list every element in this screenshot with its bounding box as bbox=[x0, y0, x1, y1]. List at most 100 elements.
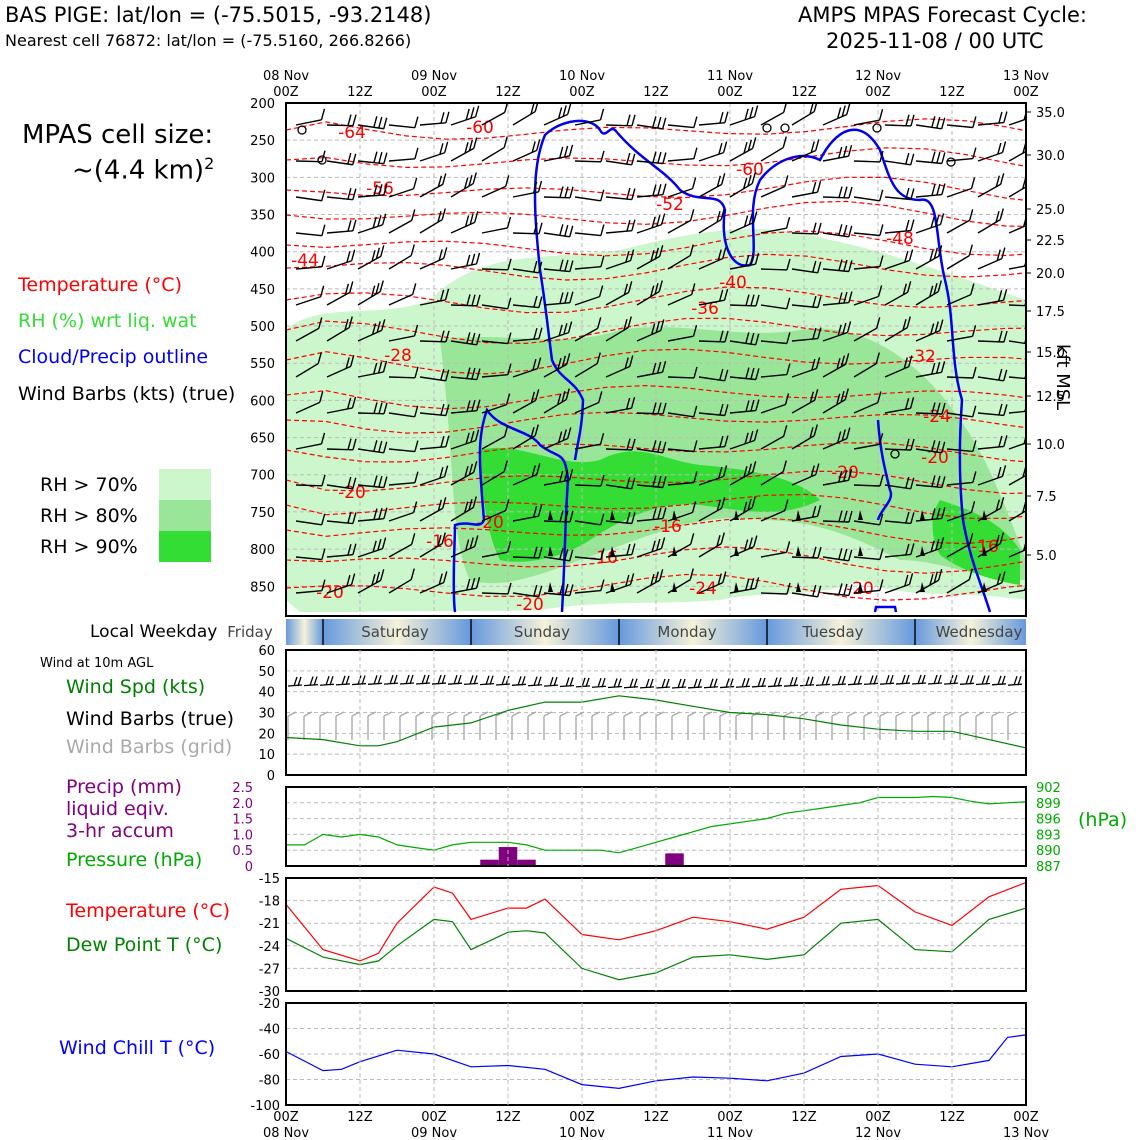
precip-panel-border bbox=[285, 786, 1027, 867]
wind-barb-feather bbox=[939, 537, 945, 549]
wind-barb-feather bbox=[1002, 289, 1008, 301]
wind-barb-feather bbox=[472, 172, 477, 184]
wind-barb-feather bbox=[656, 361, 662, 374]
wind-barb-shaft bbox=[481, 304, 508, 310]
wind-barb-feather bbox=[722, 247, 727, 259]
bottom-hour-label: 00Z bbox=[421, 1110, 447, 1125]
wind-barb-feather bbox=[373, 475, 378, 487]
wind-barb-feather bbox=[722, 465, 728, 477]
true-wind-barb bbox=[991, 683, 1007, 686]
cloud-outline-bottom bbox=[873, 605, 898, 613]
wind-barb-feather bbox=[910, 543, 915, 555]
wind-barb-feather bbox=[836, 431, 842, 443]
wind-barb-feather bbox=[441, 532, 446, 544]
temperature-contour-line bbox=[286, 411, 1026, 434]
wind-barb-feather bbox=[466, 254, 471, 267]
xs-pressure-tick: 650 bbox=[250, 432, 275, 447]
wind-barb-feather bbox=[941, 402, 946, 415]
wind-barb-feather bbox=[569, 549, 574, 561]
wind-barb-feather bbox=[470, 431, 475, 443]
wind-barb-shaft bbox=[450, 304, 478, 307]
wind-barb-feather bbox=[380, 569, 385, 581]
temperature-contour-label: -16 bbox=[426, 532, 454, 552]
wind-barb-shaft bbox=[574, 196, 601, 202]
wind-barb-feather bbox=[473, 461, 478, 473]
wind-barb-feather bbox=[786, 258, 791, 271]
wind-barb-shaft bbox=[481, 374, 508, 378]
wind-barb-feather bbox=[414, 440, 419, 452]
wind-barb-feather bbox=[505, 175, 510, 187]
wind-barb-shaft bbox=[295, 362, 319, 378]
wind-barb-feather bbox=[445, 330, 450, 342]
wind-barb-feather bbox=[444, 288, 450, 301]
wind-barb-feather bbox=[1003, 369, 1008, 382]
wind-barb-feather bbox=[475, 576, 481, 589]
bottom-hour-label: 12Z bbox=[791, 1110, 817, 1125]
wind-barb-feather bbox=[848, 225, 853, 237]
wind-barb-feather bbox=[383, 183, 388, 196]
wind-barb-feather bbox=[906, 316, 911, 328]
wind-barb-feather bbox=[693, 471, 698, 483]
wind-barb-feather bbox=[443, 247, 448, 259]
wind-barb-feather bbox=[352, 477, 357, 489]
wind-barb-feather bbox=[352, 438, 357, 450]
precip-tick: 1.0 bbox=[232, 828, 253, 843]
wind-barb-feather bbox=[530, 391, 536, 403]
wind-speed-tick: 40 bbox=[258, 686, 275, 701]
wind-barb-feather bbox=[445, 369, 450, 381]
cloud-outline bbox=[452, 119, 992, 613]
top-hour-label: 12Z bbox=[643, 85, 669, 100]
wind-barb-feather bbox=[972, 116, 977, 128]
wind-barb-feather bbox=[371, 323, 377, 335]
true-wind-barb bbox=[303, 683, 319, 687]
wind-barb-feather bbox=[840, 355, 845, 367]
wind-barb-feather bbox=[350, 573, 356, 585]
wind-barb-shaft bbox=[822, 113, 848, 126]
wind-barb-feather bbox=[471, 294, 476, 306]
bottom-hour-label: 00Z bbox=[569, 1110, 595, 1125]
wind-barb-feather bbox=[724, 435, 729, 447]
wind-barb-feather bbox=[473, 137, 478, 149]
wind-barb-feather bbox=[470, 253, 476, 266]
wind-barb-feather bbox=[538, 546, 543, 559]
wind-barb-shaft bbox=[667, 412, 694, 418]
weekday-segment bbox=[323, 619, 471, 645]
true-wind-barb-feather bbox=[709, 678, 714, 688]
xs-pressure-tick: 450 bbox=[250, 283, 275, 298]
wind-barb-feather bbox=[347, 187, 352, 200]
temperature-contour-label: -20 bbox=[316, 583, 344, 603]
wind-barb-feather bbox=[567, 103, 572, 115]
forecast-cycle-title: AMPS MPAS Forecast Cycle: bbox=[798, 3, 1087, 27]
wind-barb-feather bbox=[968, 244, 973, 256]
wind-barb-shaft bbox=[419, 122, 446, 126]
wind-barb-shaft bbox=[295, 196, 322, 202]
wind-barb-feather bbox=[908, 573, 914, 585]
true-wind-barb-feather bbox=[329, 676, 334, 686]
wind-barb-feather bbox=[534, 103, 539, 112]
wind-barb-feather bbox=[600, 255, 605, 267]
true-wind-barb-feather bbox=[521, 676, 526, 686]
wind-barb-feather bbox=[941, 507, 946, 519]
wind-barb-feather bbox=[352, 188, 357, 200]
true-wind-barb-feather bbox=[421, 674, 426, 685]
grid-wind-barb-feather bbox=[319, 711, 329, 717]
temp-panel-label: Temperature (°C) bbox=[66, 900, 230, 922]
wind-barb-feather bbox=[939, 319, 944, 331]
wind-barb-shaft bbox=[388, 219, 413, 234]
true-wind-barb-feather bbox=[981, 675, 986, 685]
wind-barb-shaft bbox=[853, 196, 880, 202]
wind-barb-shaft bbox=[853, 160, 881, 163]
wind-barb-feather bbox=[843, 291, 848, 304]
wind-barb-feather bbox=[662, 476, 667, 488]
wind-barb-pennant bbox=[920, 510, 925, 520]
wind-barb-feather bbox=[375, 247, 381, 260]
wind-barb-pennant bbox=[796, 510, 801, 520]
wind-barb-feather bbox=[842, 322, 847, 335]
wind-barb-feather bbox=[879, 150, 884, 163]
top-hour-label: 00Z bbox=[421, 85, 447, 100]
grid-wind-barb-feather bbox=[815, 711, 825, 717]
true-wind-barb bbox=[687, 686, 703, 689]
wind-barb-feather bbox=[465, 432, 470, 445]
wind-barb-feather bbox=[413, 324, 419, 337]
